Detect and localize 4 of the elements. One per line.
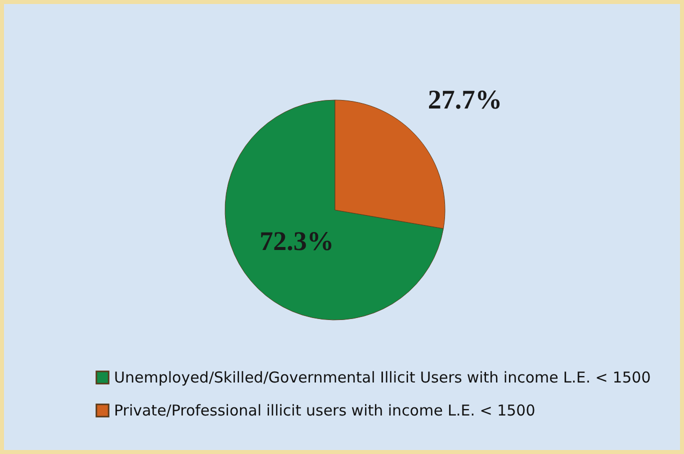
- legend-label: Private/Professional illicit users with income L.E. < 1500: [114, 402, 536, 420]
- legend-label: Unemployed/Skilled/Governmental Illicit Users with income L.E. < 1500: [114, 368, 651, 386]
- data-label: 72.3%: [260, 226, 334, 256]
- data-label: 27.7%: [428, 84, 502, 114]
